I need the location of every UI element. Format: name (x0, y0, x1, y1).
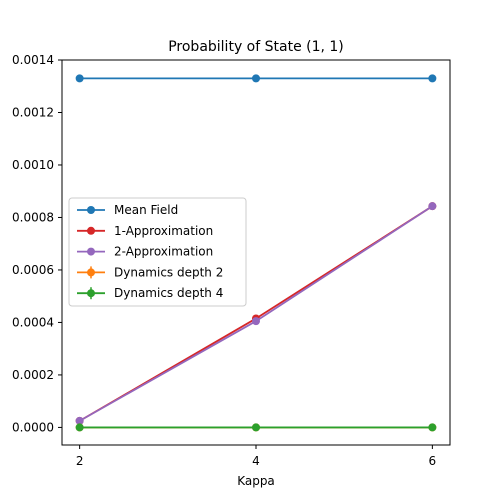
y-tick-label: 0.0008 (12, 210, 54, 224)
legend-marker (87, 226, 95, 235)
legend-item: 2-Approximation (77, 245, 213, 259)
y-tick-label: 0.0006 (12, 263, 54, 277)
legend-item: Dynamics depth 4 (77, 286, 223, 300)
data-point (75, 416, 84, 425)
y-tick-label: 0.0004 (12, 315, 54, 329)
plot-area (75, 74, 437, 432)
data-point (252, 423, 260, 432)
legend-marker (87, 247, 95, 256)
legend-item: Dynamics depth 2 (77, 265, 223, 279)
data-point (428, 423, 437, 432)
data-point (428, 202, 437, 211)
y-axis-ticks: 0.0000 0.0002 0.0004 0.0006 0.0008 0.0010 0.00… (12, 53, 62, 434)
y-tick-label: 0.0014 (12, 53, 54, 67)
data-point (428, 74, 437, 83)
legend-label: 2-Approximation (114, 245, 213, 259)
x-tick-label: 2 (76, 454, 84, 468)
data-point (75, 74, 84, 83)
data-point (75, 423, 84, 432)
legend: Mean Field 1-Approximation 2-Approximation… (68, 197, 247, 307)
legend-item: Mean Field (77, 203, 178, 217)
legend-marker (87, 268, 95, 277)
x-tick-label: 6 (429, 454, 437, 468)
legend-box (68, 197, 247, 307)
legend-item: 1-Approximation (77, 224, 213, 238)
x-axis-label: Kappa (237, 474, 275, 488)
y-tick-label: 0.0002 (12, 368, 54, 382)
x-tick-label: 4 (252, 454, 260, 468)
series-dynamics-depth-4 (75, 423, 437, 432)
series-2-approximation (75, 202, 437, 425)
y-tick-label: 0.0000 (12, 420, 54, 434)
legend-label: Dynamics depth 2 (114, 265, 223, 279)
legend-label: Dynamics depth 4 (114, 286, 223, 300)
legend-marker (87, 206, 95, 214)
x-axis-ticks: 2 4 6 (76, 445, 436, 468)
data-point (252, 317, 260, 326)
chart-title: Probability of State (1, 1) (168, 39, 344, 55)
legend-label: Mean Field (114, 203, 178, 217)
y-tick-label: 0.0012 (12, 105, 54, 119)
data-point (252, 74, 260, 83)
legend-marker (87, 289, 95, 298)
legend-label: 1-Approximation (114, 224, 213, 238)
series-mean-field (75, 74, 437, 83)
y-tick-label: 0.0010 (12, 158, 54, 172)
